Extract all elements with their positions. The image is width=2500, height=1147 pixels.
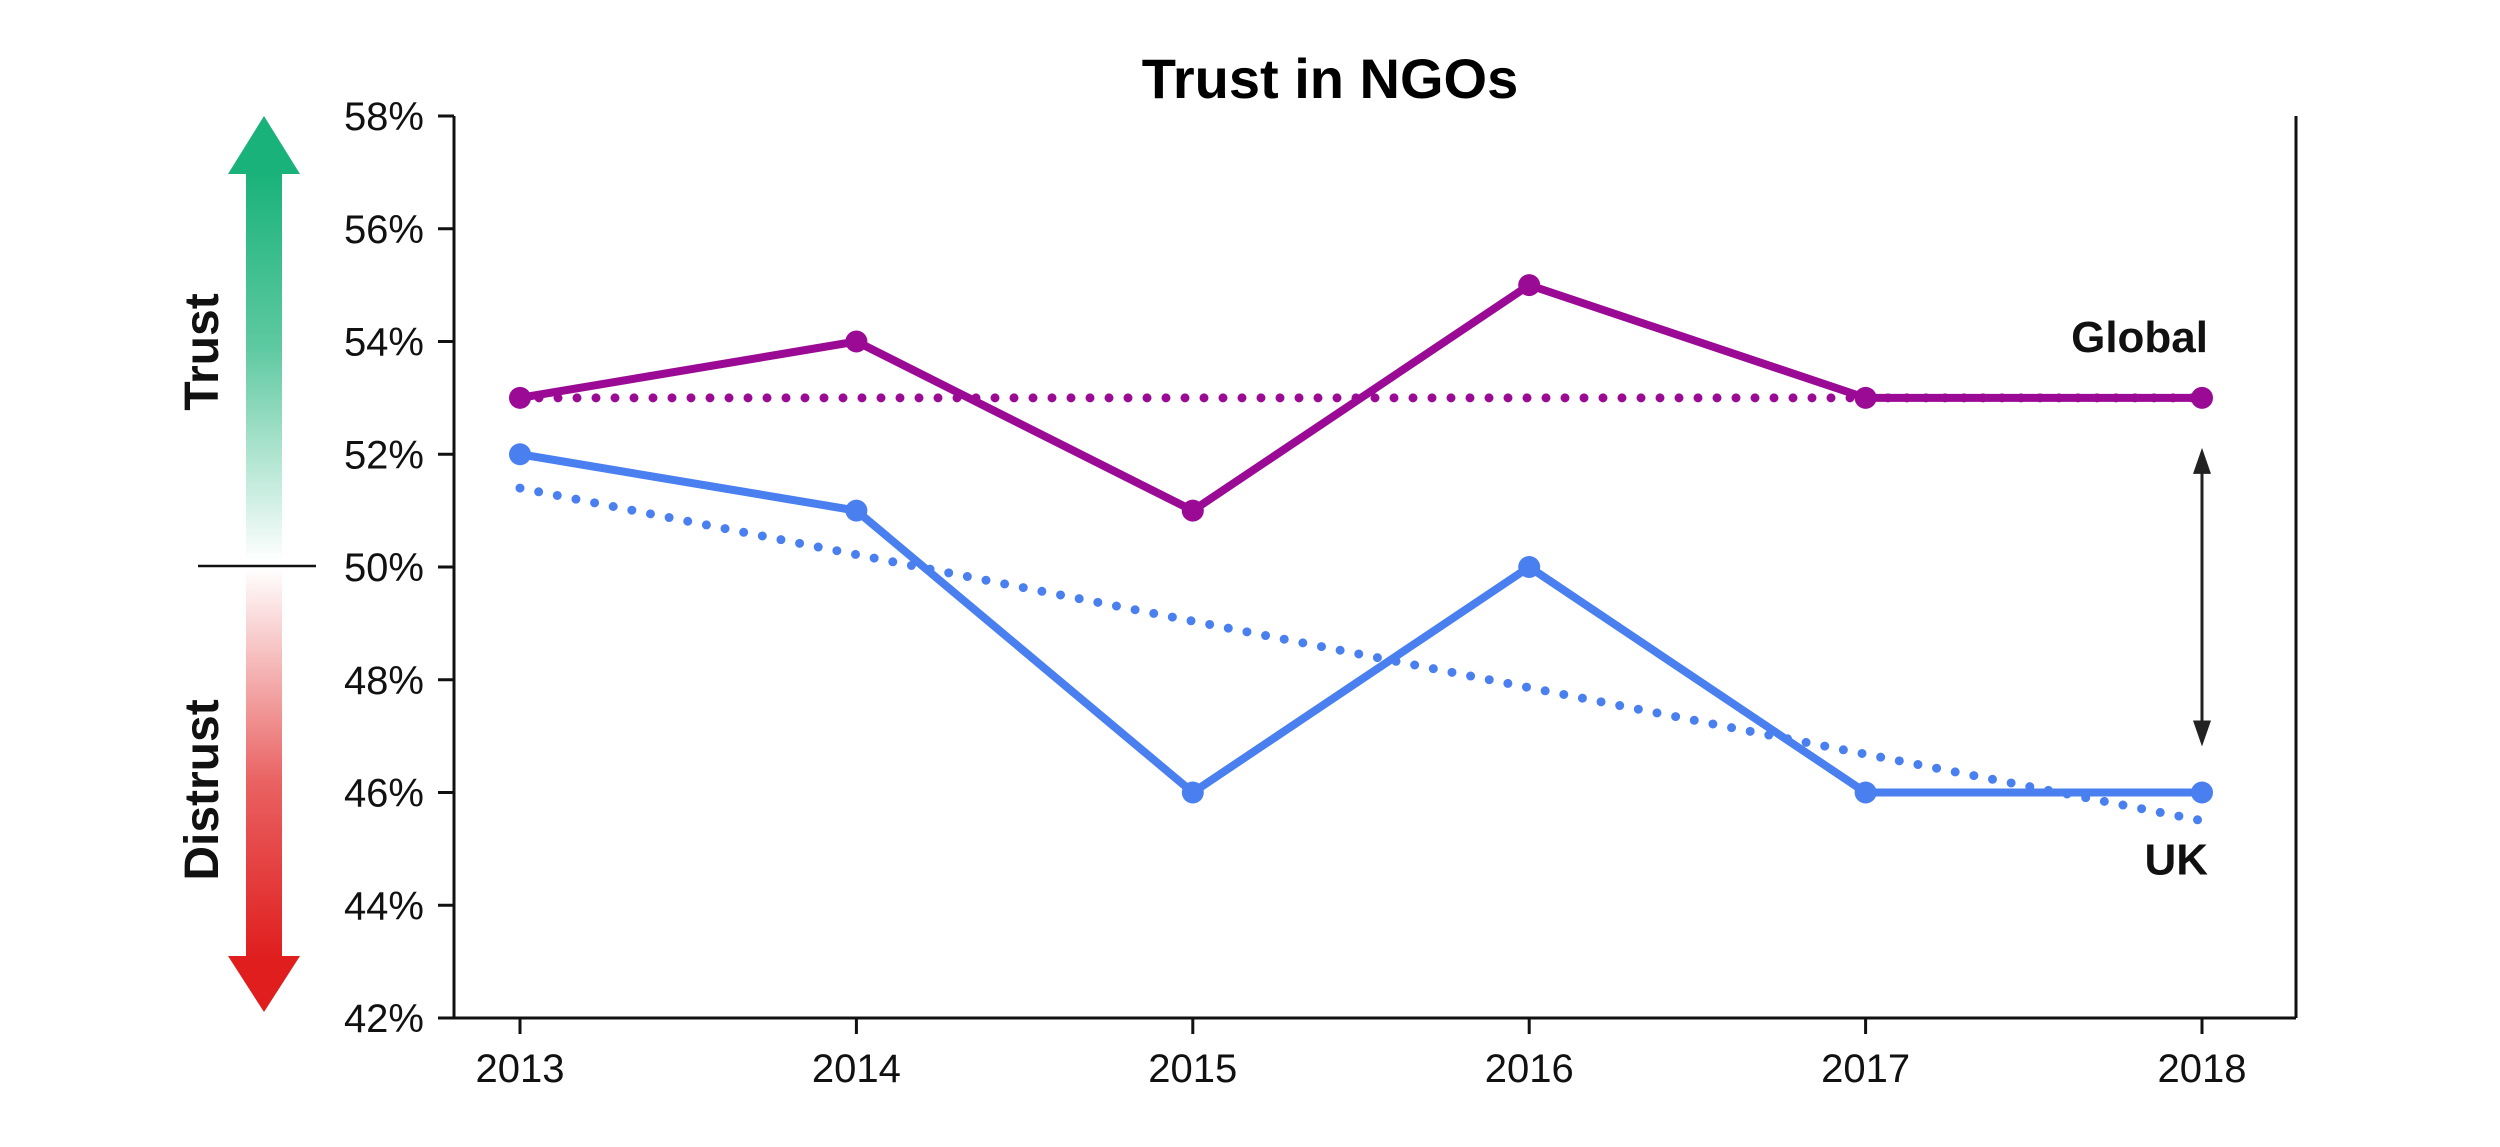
distrust-label: Distrust: [176, 699, 229, 880]
global-point: [2191, 386, 2213, 409]
global-point: [1518, 274, 1541, 297]
distrust-arrow: [228, 568, 300, 1012]
y-tick-label: 56%: [344, 208, 424, 252]
x-tick-label: 2014: [812, 1047, 901, 1091]
trust-label: Trust: [176, 293, 229, 410]
uk-line: [519, 450, 2202, 797]
gap-arrow: [2193, 447, 2211, 747]
y-tick-label: 50%: [344, 546, 424, 590]
x-tick-label: 2016: [1485, 1047, 1574, 1091]
uk-point: [1181, 781, 1204, 804]
global-point: [1854, 386, 1877, 409]
uk-trendline: [515, 483, 2207, 826]
y-tick-label: 48%: [344, 659, 424, 703]
trendlines: [515, 393, 2207, 826]
uk-point: [2191, 781, 2213, 804]
series-lines: [509, 274, 2213, 804]
x-axis-ticks: 2013 2014 2015 2016 2017 2018: [476, 1018, 2247, 1091]
global-line: [519, 281, 2202, 515]
series-labels: Global UK: [2071, 313, 2208, 885]
chart-title: Trust in NGOs: [1142, 47, 1519, 110]
uk-point: [1854, 781, 1877, 804]
global-point: [1181, 499, 1204, 522]
y-tick-label: 46%: [344, 772, 424, 816]
uk-point: [509, 443, 531, 466]
y-axis-ticks: 42% 44% 46% 48% 50% 52% 54% 56% 58%: [344, 95, 454, 1041]
trust-arrow: [228, 116, 300, 562]
x-tick-label: 2018: [2158, 1047, 2247, 1091]
y-tick-label: 58%: [344, 95, 424, 139]
x-tick-label: 2017: [1821, 1047, 1910, 1091]
x-tick-label: 2015: [1148, 1047, 1237, 1091]
gap-arrow-head-down: [2193, 720, 2211, 747]
y-tick-label: 44%: [344, 884, 424, 928]
global-point: [845, 330, 868, 353]
uk-point: [1518, 556, 1541, 578]
global-point: [509, 386, 531, 409]
gap-arrow-head-up: [2193, 447, 2211, 474]
y-tick-label: 52%: [344, 433, 424, 477]
x-tick-label: 2013: [476, 1047, 565, 1091]
y-tick-label: 42%: [344, 997, 424, 1041]
global-series-label: Global: [2071, 313, 2208, 362]
y-tick-label: 54%: [344, 321, 424, 365]
uk-series-label: UK: [2144, 836, 2208, 885]
uk-point: [845, 499, 868, 522]
